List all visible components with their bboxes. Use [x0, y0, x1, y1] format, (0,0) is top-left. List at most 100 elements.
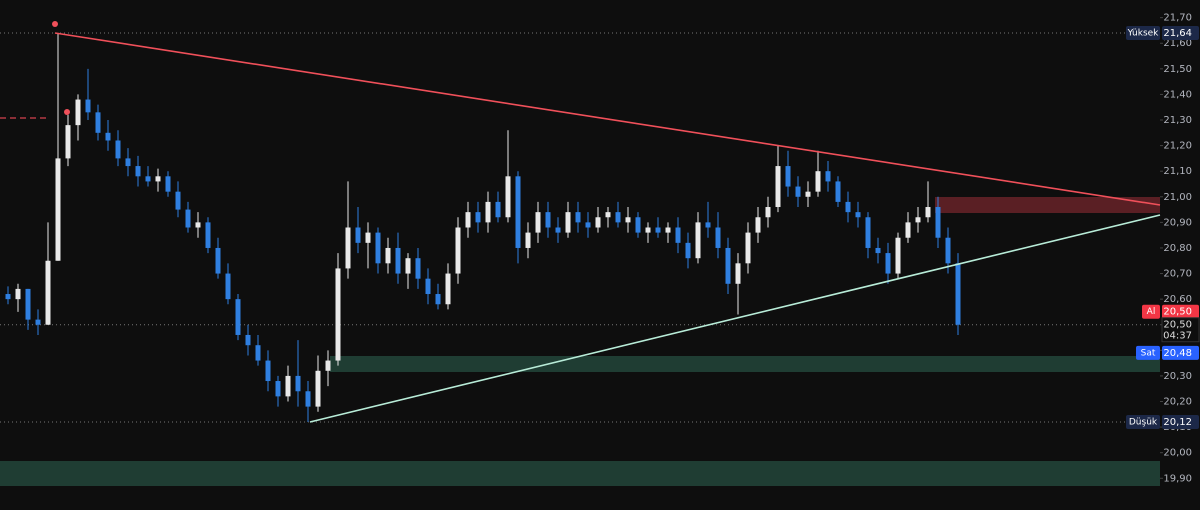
badge-name-box: [1142, 304, 1160, 319]
candle-body: [405, 258, 411, 274]
badge-value-box: [1162, 414, 1199, 429]
candle-body: [65, 125, 71, 159]
y-tick-label: 20,70: [1163, 269, 1192, 280]
badge-value: 20,50: [1163, 307, 1192, 318]
candle-body: [175, 191, 181, 210]
marker-dot: [64, 109, 70, 115]
candle-body: [335, 268, 341, 361]
y-tick-label: 21,40: [1163, 89, 1192, 100]
candle-body: [165, 176, 171, 192]
resistance-trendline: [54, 32, 1161, 206]
candle-body: [875, 247, 881, 254]
candle-body: [345, 227, 351, 269]
candle-body: [895, 237, 901, 274]
y-tick-label: 20,00: [1163, 448, 1192, 459]
candle-body: [795, 186, 801, 197]
y-tick-label: 19,90: [1163, 473, 1192, 484]
candle-body: [245, 334, 251, 346]
candle-body: [575, 212, 581, 223]
y-tick-label: 20,60: [1163, 294, 1192, 305]
y-tick-label: 20,80: [1163, 243, 1192, 254]
candle-body: [835, 181, 841, 202]
candle-body: [235, 299, 241, 335]
candle-body: [735, 263, 741, 284]
candle-body: [25, 288, 31, 320]
y-tick-label: 20,90: [1163, 217, 1192, 228]
candle-body: [925, 207, 931, 218]
y-tick-label: 20,30: [1163, 371, 1192, 382]
candle-body: [605, 212, 611, 218]
candle-body: [825, 171, 831, 182]
candle-body: [715, 227, 721, 248]
candle-body: [935, 207, 941, 238]
badge-value-box: [1162, 345, 1199, 360]
candle-body: [625, 217, 631, 223]
support-zone: [330, 356, 1160, 372]
candle-body: [85, 99, 91, 113]
candle-body: [695, 222, 701, 259]
price-axis: 21,70 21,60 21,50 21,40 21,30 21,20 21,10 21,00…: [1126, 13, 1200, 484]
candle-body: [205, 222, 211, 248]
y-tick-label: 21,30: [1163, 115, 1192, 126]
candle-body: [545, 212, 551, 228]
candle-body: [445, 273, 451, 305]
candle-body: [55, 158, 61, 261]
plot-area: [0, 32, 1160, 423]
badge-name-box: [1126, 414, 1160, 429]
candle-body: [635, 217, 641, 233]
y-tick-label: 20,20: [1163, 397, 1192, 408]
candle-body: [765, 207, 771, 218]
candle-body: [555, 227, 561, 233]
badge-name-box: [1126, 26, 1160, 41]
candle-body: [505, 176, 511, 218]
candle-body: [685, 242, 691, 259]
candle-body: [275, 381, 281, 397]
candle-body: [135, 166, 141, 177]
candle-body: [395, 247, 401, 274]
badge-value-box: [1162, 304, 1199, 319]
candle-body: [385, 247, 391, 264]
candle-body: [295, 375, 301, 392]
candle-body: [75, 99, 81, 126]
candle-body: [565, 212, 571, 233]
trend-lines: [52, 21, 1161, 423]
candle-body: [655, 227, 661, 233]
candle-body: [755, 217, 761, 233]
candle-body: [525, 232, 531, 248]
marker-dot: [52, 21, 58, 27]
candle-body: [115, 140, 121, 159]
candle-body: [775, 166, 781, 208]
candle-body: [375, 232, 381, 264]
candle-body: [745, 232, 751, 264]
candle-body: [95, 112, 101, 133]
badge-value-box: [1162, 26, 1199, 41]
candle-body: [725, 247, 731, 284]
candle-body: [675, 227, 681, 243]
candle-body: [15, 288, 21, 300]
candle-body: [805, 191, 811, 197]
candle-body: [945, 237, 951, 264]
candle-body: [955, 263, 961, 325]
y-tick-label: 21,00: [1163, 192, 1192, 203]
candle-body: [845, 201, 851, 213]
y-tick-label: 21,20: [1163, 141, 1192, 152]
badge-name-box: [1136, 345, 1160, 360]
candle-body: [255, 345, 261, 361]
support-zone: [0, 461, 1160, 486]
candle-body: [195, 222, 201, 228]
candle-body: [425, 278, 431, 295]
candle-body: [465, 212, 471, 228]
y-tick-label: 21,60: [1163, 38, 1192, 49]
candle-body: [435, 294, 441, 305]
candle-body: [125, 158, 131, 167]
y-tick-label: 21,10: [1163, 166, 1192, 177]
candle-body: [5, 294, 11, 300]
candle-body: [285, 375, 291, 397]
candle-body: [905, 222, 911, 238]
badge-name: Yüksek: [1127, 29, 1160, 39]
last-price: 20,50: [1163, 320, 1192, 331]
candle-body: [415, 258, 421, 279]
candle-body: [535, 212, 541, 233]
candle-body: [515, 176, 521, 248]
